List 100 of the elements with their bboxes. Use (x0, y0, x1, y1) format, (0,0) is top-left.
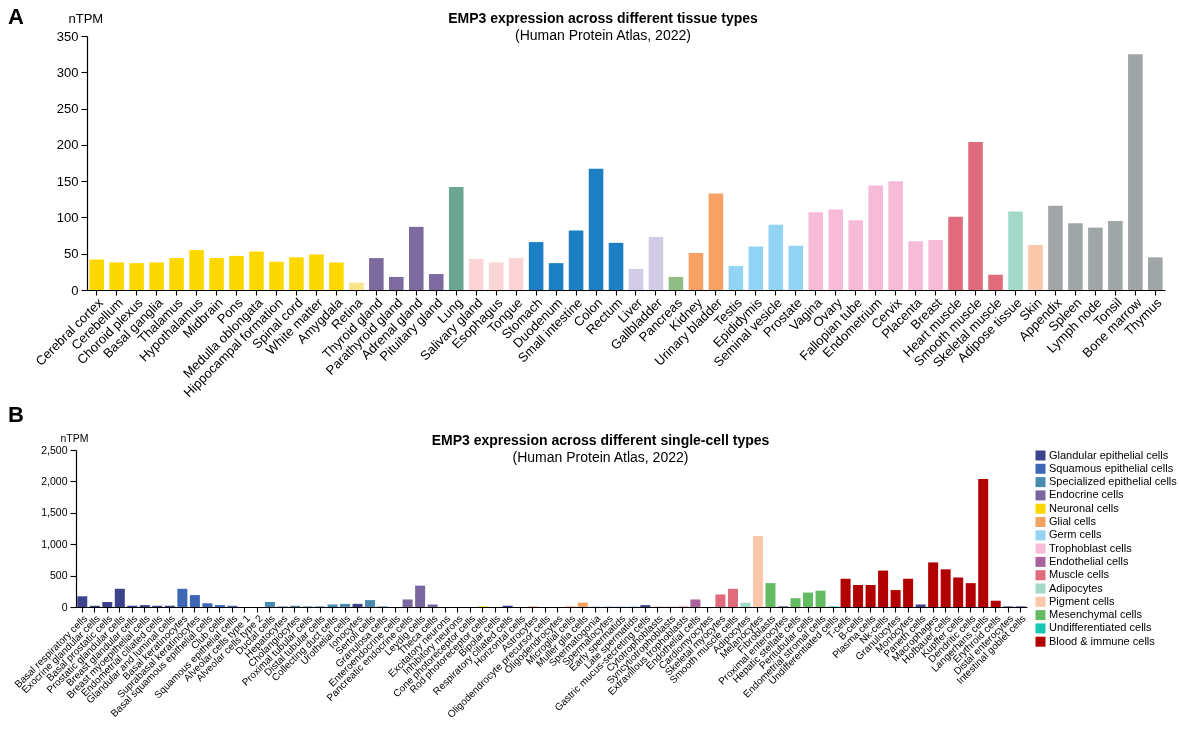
bar (209, 258, 224, 290)
bar (968, 141, 983, 290)
bar (1088, 227, 1103, 290)
bar (727, 588, 738, 607)
y-tick-label: 350 (56, 28, 79, 44)
bar (448, 186, 464, 290)
y-tick-label: 50 (64, 246, 79, 262)
bar (740, 602, 751, 607)
bar (340, 603, 351, 607)
bar (577, 602, 588, 607)
bar (89, 259, 104, 290)
bar (349, 282, 364, 290)
y-axis-title: nTPM (60, 431, 89, 444)
legend-label: Germ cells (1049, 528, 1103, 541)
bar (177, 588, 188, 607)
bar (848, 220, 863, 290)
y-axis-title: nTPM (68, 10, 104, 26)
bar (815, 590, 826, 607)
bar (264, 601, 275, 607)
bar (715, 594, 726, 607)
legend-label: Blood & immune cells (1049, 634, 1156, 647)
bar (908, 241, 923, 290)
y-tick-label: 150 (56, 173, 79, 189)
bar (978, 478, 989, 607)
bar (329, 262, 344, 290)
bar (189, 595, 200, 607)
bar (1068, 223, 1083, 290)
legend-label: Endothelial cells (1049, 554, 1129, 567)
bar (840, 578, 851, 607)
bar (114, 588, 125, 607)
y-tick-label: 1,500 (41, 506, 68, 519)
chart-title: EMP3 expression across different single-cell types (431, 432, 770, 448)
bar (752, 536, 763, 607)
bar (940, 569, 951, 607)
bar (229, 255, 244, 290)
bar (865, 585, 876, 607)
bar (628, 268, 644, 290)
bar (369, 258, 384, 290)
y-tick-label: 100 (56, 209, 79, 225)
bar (548, 263, 564, 290)
chart-subtitle: (Human Protein Atlas, 2022) (512, 449, 689, 465)
bar (890, 590, 901, 607)
bar (568, 230, 584, 290)
bar (790, 598, 801, 607)
text: A (8, 4, 24, 29)
bar (129, 263, 144, 290)
bar (648, 237, 664, 290)
bar (149, 262, 164, 290)
bar (365, 600, 376, 607)
bar (488, 262, 504, 290)
bar (928, 239, 943, 290)
legend-label: Trophoblast cells (1049, 541, 1133, 554)
bar (888, 181, 903, 290)
bar (690, 599, 701, 607)
bar (77, 596, 88, 607)
bar (102, 601, 113, 607)
bar (1128, 54, 1143, 290)
bar (1108, 221, 1123, 290)
bar (948, 216, 963, 290)
legend-label: Muscle cells (1049, 568, 1110, 581)
bar (903, 578, 914, 607)
bar (765, 583, 776, 607)
legend-label: Adipocytes (1049, 581, 1104, 594)
bar (965, 583, 976, 607)
bar (688, 252, 704, 290)
legend-label: Glial cells (1049, 515, 1097, 527)
y-tick-label: 200 (56, 137, 79, 153)
bar (1028, 245, 1043, 290)
bar (803, 592, 814, 607)
bar (928, 562, 939, 607)
bar (309, 254, 324, 290)
bar (428, 274, 444, 290)
legend-label: Mesenchymal cells (1049, 608, 1143, 621)
y-tick-label: 2,500 (41, 443, 68, 456)
bar (828, 209, 844, 290)
chart-title: EMP3 expression across different tissue types (448, 10, 759, 26)
bar (728, 266, 744, 290)
bar (408, 226, 424, 290)
y-tick-label: 500 (49, 569, 68, 582)
chart-subtitle: (Human Protein Atlas, 2022) (515, 27, 691, 43)
legend-label: Squamous epithelial cells (1049, 461, 1174, 474)
bar (202, 603, 213, 607)
bar (402, 599, 413, 607)
bar (853, 585, 864, 607)
bar (878, 570, 889, 607)
legend-label: Pigment cells (1049, 594, 1115, 607)
bar (708, 193, 724, 290)
legend-label: Endocrine cells (1049, 488, 1125, 501)
bar (249, 251, 264, 290)
bar (169, 258, 184, 290)
bar (427, 604, 438, 607)
y-tick-label: 1,000 (41, 537, 68, 550)
y-tick-label: 0 (61, 600, 68, 613)
bar (1148, 257, 1163, 290)
bar (868, 185, 883, 290)
bar (508, 258, 524, 290)
bar (768, 224, 784, 290)
bar (468, 258, 484, 290)
legend-label: Neuronal cells (1049, 501, 1120, 514)
bar (808, 212, 824, 290)
